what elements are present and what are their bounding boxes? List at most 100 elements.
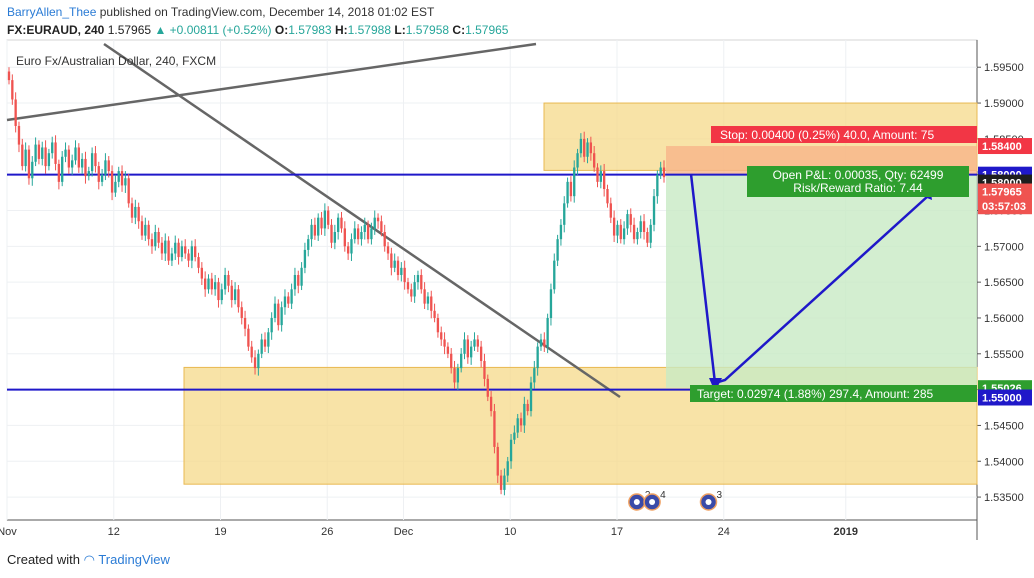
candle-body — [107, 160, 110, 172]
candle-body — [533, 368, 536, 383]
candle — [127, 173, 130, 208]
candle — [320, 211, 323, 235]
candle-body — [433, 310, 436, 318]
take-profit-area — [666, 174, 977, 388]
candle-body — [210, 278, 213, 290]
candle — [317, 213, 320, 241]
candle-body — [599, 171, 602, 182]
candle-body — [64, 149, 67, 157]
candle — [130, 197, 134, 224]
candle — [373, 210, 376, 235]
candle — [71, 154, 74, 176]
candle-body — [250, 346, 253, 358]
candle — [300, 262, 303, 291]
candle — [466, 335, 469, 364]
close-value: 1.57965 — [465, 23, 509, 37]
candle — [543, 332, 546, 352]
candle — [243, 310, 247, 337]
candle-body — [14, 99, 17, 126]
candle — [57, 159, 61, 190]
candle-body — [323, 210, 327, 229]
publish-info: published on TradingView.com, December 1… — [99, 5, 435, 19]
candle-body — [177, 242, 180, 258]
candle — [386, 242, 390, 260]
close-label: C: — [452, 23, 466, 37]
candle — [250, 340, 253, 363]
candle-body — [237, 289, 240, 308]
candle — [267, 328, 270, 354]
candle-body — [566, 181, 569, 204]
candle — [21, 138, 24, 171]
y-tick-label: 1.54500 — [984, 420, 1024, 432]
target-label: Target: 0.02974 (1.88%) 297.4, Amount: 2… — [697, 387, 933, 401]
candle — [632, 217, 636, 244]
candle-body — [240, 307, 243, 318]
candle — [556, 234, 559, 267]
candle-body — [213, 282, 217, 290]
candle-body — [147, 224, 150, 240]
candle — [526, 399, 529, 416]
candle-body — [31, 161, 34, 179]
candle-body — [260, 339, 263, 354]
candle — [476, 335, 479, 352]
candle — [207, 274, 210, 294]
candle — [47, 148, 51, 171]
candle — [579, 133, 583, 158]
x-tick-label: 19 — [214, 526, 226, 538]
y-tick-label: 1.55500 — [984, 349, 1024, 361]
candle-body — [340, 217, 343, 229]
author-link[interactable]: BarryAllen_Thee — [7, 5, 97, 19]
candle-body — [646, 232, 649, 243]
candle — [493, 403, 496, 454]
high-label: H: — [334, 23, 348, 37]
candle-body — [576, 153, 579, 168]
candle — [270, 312, 273, 340]
candle-body — [37, 144, 41, 159]
economic-event-dot — [649, 499, 656, 505]
candle — [323, 203, 327, 236]
candle — [41, 141, 44, 166]
candle-body — [204, 278, 207, 290]
candle-body — [71, 160, 74, 168]
symbol-label: FX:EURAUD, 240 — [7, 23, 105, 37]
candle-body — [267, 332, 270, 347]
stop-label: Stop: 0.00400 (0.25%) 40.0, Amount: 75 — [720, 128, 934, 142]
candle — [157, 227, 160, 249]
candle-body — [24, 149, 27, 167]
candle-body — [157, 232, 160, 243]
candle — [31, 156, 34, 186]
candle-body — [144, 224, 147, 236]
candle-body — [579, 138, 583, 154]
x-tick-label: 17 — [611, 526, 623, 538]
y-tick-label: 1.53500 — [984, 492, 1024, 504]
candle-body — [536, 346, 539, 369]
candle — [200, 262, 204, 286]
candle — [277, 299, 280, 331]
candle — [280, 301, 283, 332]
candle — [360, 226, 363, 246]
candle-body — [360, 232, 363, 240]
candle-body — [420, 274, 423, 290]
candle-body — [529, 382, 533, 412]
candle — [210, 272, 213, 295]
candle-body — [466, 339, 469, 358]
candle-body — [626, 214, 629, 229]
candle — [167, 236, 170, 265]
low-label: L: — [394, 23, 406, 37]
candle — [616, 220, 619, 244]
candle-body — [583, 138, 586, 157]
candle — [14, 92, 17, 133]
candle-body — [363, 224, 366, 232]
candle — [44, 140, 47, 174]
candle — [593, 146, 596, 172]
candle-body — [164, 240, 167, 254]
candle — [553, 253, 556, 294]
up-arrow-icon: ▲ — [154, 23, 167, 37]
candle — [420, 269, 423, 294]
candle — [433, 303, 436, 323]
candle — [74, 140, 77, 165]
pnl-label: Open P&L: 0.00035, Qty: 62499 — [773, 168, 944, 182]
candle-body — [243, 317, 247, 329]
tradingview-brand[interactable]: TradingView — [98, 552, 170, 567]
